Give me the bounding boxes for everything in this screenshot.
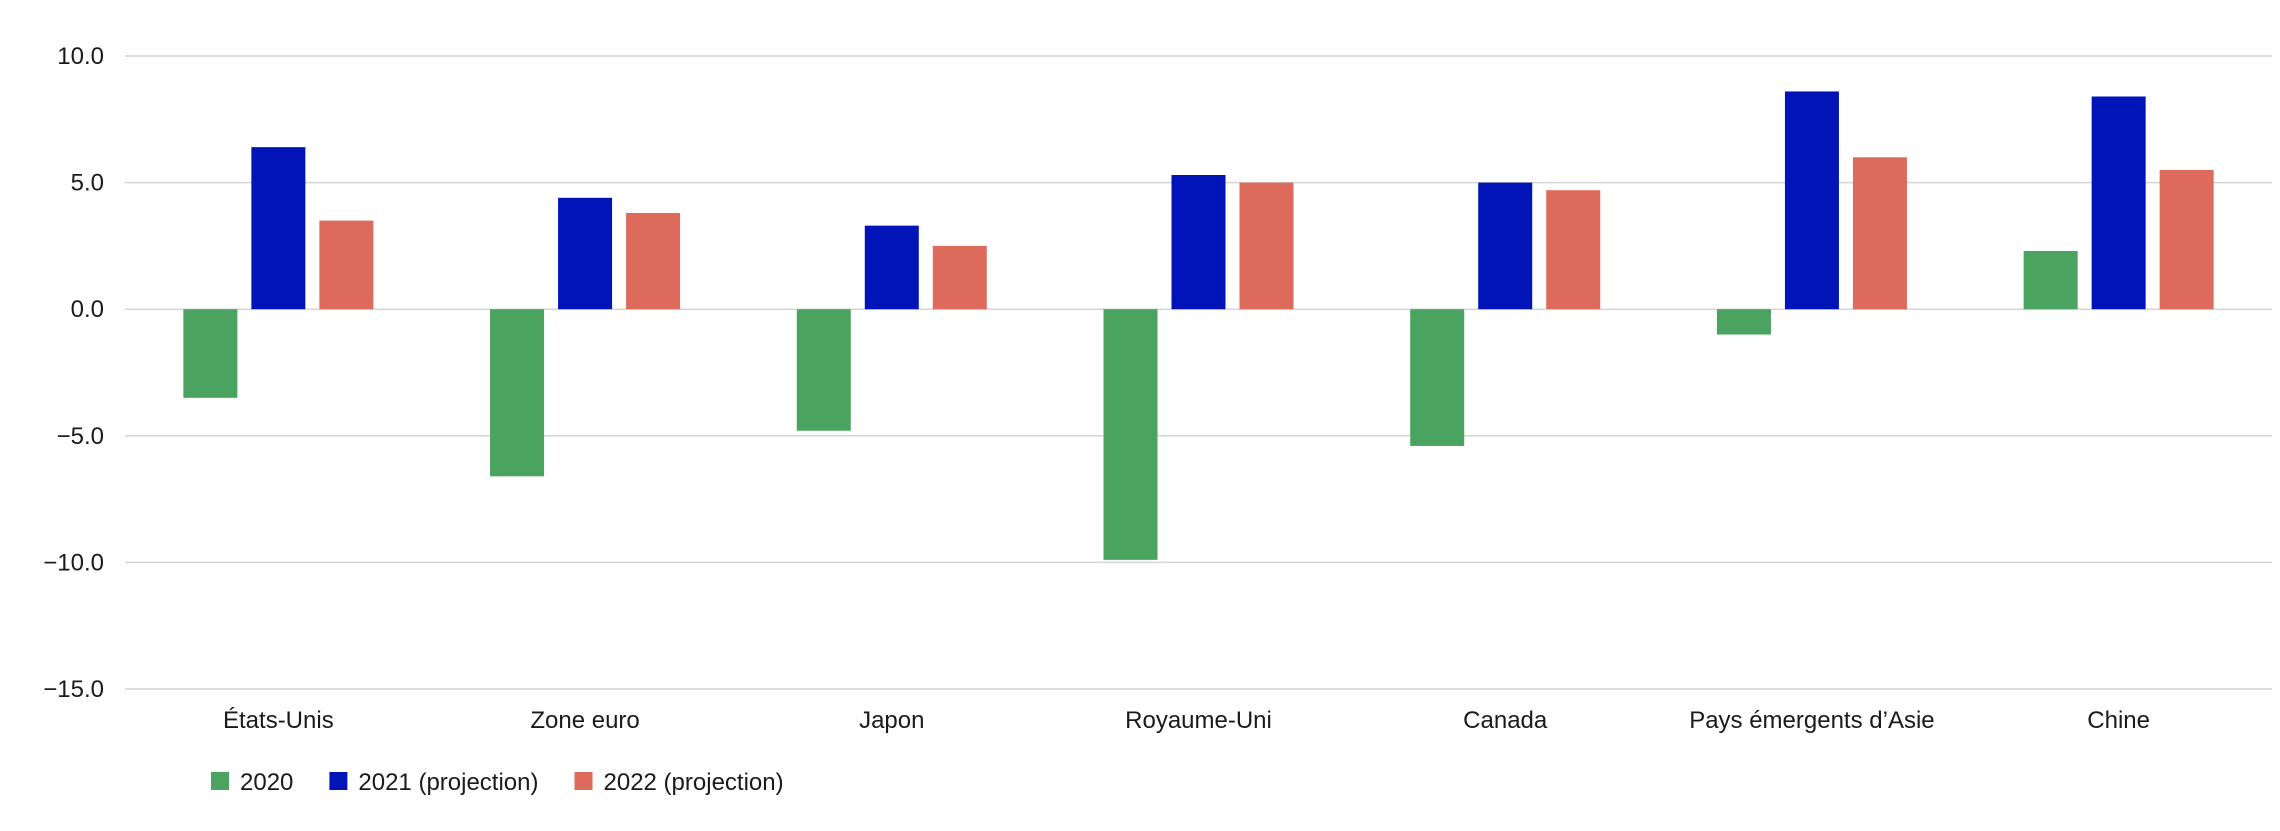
bar-1-5 [1410, 309, 1465, 446]
y-tick-label: −10.0 [43, 549, 104, 576]
grid-lines [125, 55, 2272, 690]
bar-3-1 [319, 220, 374, 310]
bar-2-5 [1478, 182, 1533, 310]
legend-label: 2021 (projection) [358, 769, 538, 796]
bar-3-5 [1546, 190, 1601, 310]
category-label: Canada [1463, 707, 1548, 734]
bar-2-2 [558, 197, 613, 310]
bar-1-2 [490, 309, 545, 477]
category-label: Zone euro [530, 707, 639, 734]
bar-3-2 [626, 212, 681, 310]
y-axis-tick-labels: 10.0 5.0 0.0 −5.0 −10.0 −15.0 [43, 43, 104, 703]
bar-2-6 [1784, 91, 1839, 310]
bars [183, 91, 2214, 560]
category-labels: États-Unis Zone euro Japon Royaume-Uni Canad… [223, 707, 2150, 734]
bar-3-6 [1852, 157, 1907, 310]
y-tick-label: 0.0 [71, 296, 104, 323]
bar-1-7 [2023, 250, 2078, 310]
bar-1-1 [183, 309, 238, 398]
bar-2-3 [864, 225, 919, 310]
bar-3-4 [1239, 182, 1294, 310]
legend-label: 2022 (projection) [604, 769, 784, 796]
category-label: Chine [2087, 707, 2150, 734]
legend-swatch [329, 772, 348, 790]
legend-label: 2020 [240, 769, 293, 796]
legend-swatch [574, 772, 593, 790]
category-label: Pays émergents d’Asie [1689, 707, 1934, 734]
bar-2-7 [2091, 96, 2146, 310]
bar-3-7 [2159, 169, 2214, 310]
legend: 2020 2021 (projection) 2022 (projection) [211, 769, 784, 796]
bar-2-4 [1171, 175, 1226, 310]
category-label: Royaume-Uni [1125, 707, 1272, 734]
y-tick-label: 10.0 [57, 43, 104, 70]
bar-2-1 [251, 147, 306, 310]
bar-1-4 [1103, 309, 1158, 560]
bar-1-6 [1716, 309, 1771, 335]
y-tick-label: −5.0 [57, 423, 104, 450]
category-label: Japon [859, 707, 924, 734]
bar-3-3 [932, 245, 987, 310]
category-label: États-Unis [223, 707, 334, 734]
y-tick-label: 5.0 [71, 170, 104, 197]
y-tick-label: −15.0 [43, 676, 104, 703]
legend-swatch [211, 772, 229, 790]
bar-1-3 [796, 309, 851, 431]
